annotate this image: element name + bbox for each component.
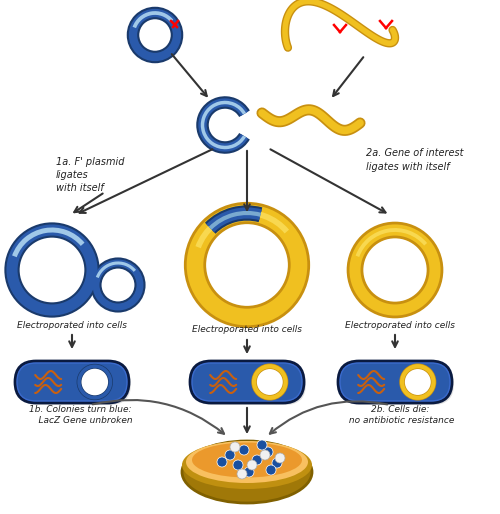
- Circle shape: [263, 447, 273, 457]
- FancyBboxPatch shape: [338, 361, 452, 403]
- FancyBboxPatch shape: [340, 363, 450, 401]
- Circle shape: [239, 445, 249, 455]
- Text: Electroporated into cells: Electroporated into cells: [345, 321, 455, 329]
- Ellipse shape: [182, 441, 312, 489]
- Circle shape: [244, 467, 254, 477]
- Circle shape: [402, 366, 434, 398]
- Circle shape: [254, 366, 286, 398]
- Ellipse shape: [186, 441, 308, 483]
- Circle shape: [225, 450, 235, 460]
- FancyBboxPatch shape: [190, 361, 304, 403]
- Circle shape: [266, 465, 276, 475]
- Circle shape: [260, 450, 270, 460]
- Text: 1a. F' plasmid
ligates
with itself: 1a. F' plasmid ligates with itself: [56, 157, 124, 193]
- Circle shape: [257, 440, 267, 450]
- Text: 2b. Cells die:
 no antibiotic resistance: 2b. Cells die: no antibiotic resistance: [346, 405, 454, 426]
- Circle shape: [217, 457, 227, 467]
- Ellipse shape: [192, 443, 302, 478]
- Circle shape: [230, 442, 240, 452]
- FancyBboxPatch shape: [17, 363, 127, 401]
- FancyBboxPatch shape: [15, 361, 129, 403]
- Circle shape: [247, 460, 257, 470]
- Circle shape: [79, 366, 110, 398]
- Circle shape: [233, 460, 243, 470]
- Circle shape: [272, 458, 282, 468]
- Text: 2a. Gene of interest
ligates with itself: 2a. Gene of interest ligates with itself: [366, 149, 464, 172]
- Circle shape: [252, 455, 262, 465]
- Text: 1b. Colonies turn blue:
    LacZ Gene unbroken: 1b. Colonies turn blue: LacZ Gene unbrok…: [27, 405, 133, 426]
- Circle shape: [237, 469, 247, 479]
- FancyBboxPatch shape: [192, 363, 306, 405]
- Ellipse shape: [182, 441, 312, 503]
- FancyBboxPatch shape: [340, 363, 454, 405]
- Text: Electroporated into cells: Electroporated into cells: [17, 321, 127, 329]
- FancyBboxPatch shape: [192, 363, 302, 401]
- Circle shape: [275, 453, 285, 463]
- FancyBboxPatch shape: [17, 363, 131, 405]
- Text: Electroporated into cells: Electroporated into cells: [192, 325, 302, 335]
